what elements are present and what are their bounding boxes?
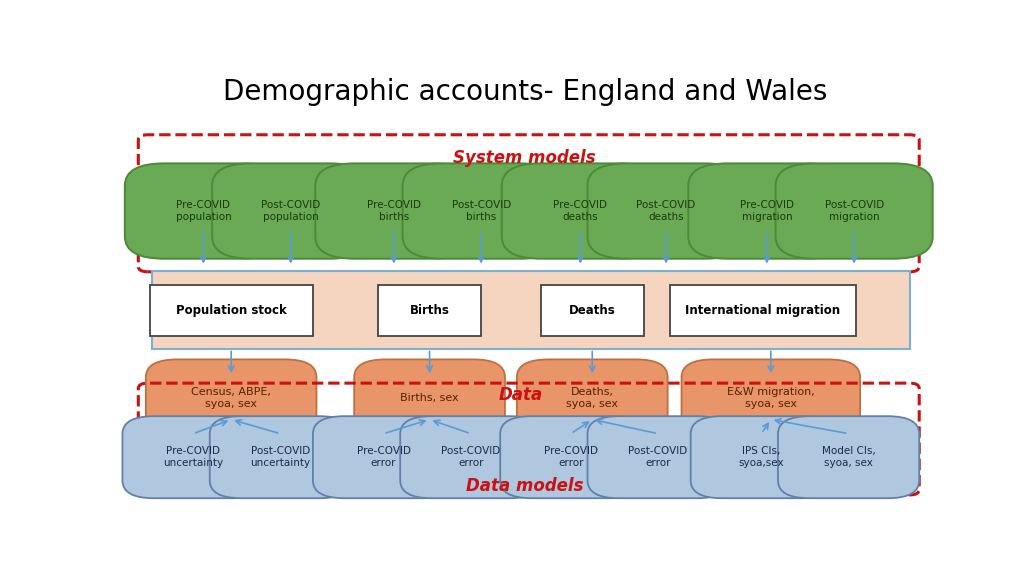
FancyBboxPatch shape [588, 164, 744, 259]
FancyBboxPatch shape [400, 416, 542, 498]
Text: Pre-COVID
error: Pre-COVID error [544, 446, 598, 468]
Text: Deaths,
syoa, sex: Deaths, syoa, sex [566, 388, 618, 409]
Text: E&W migration,
syoa, sex: E&W migration, syoa, sex [727, 388, 815, 409]
Text: Post-COVID
uncertainty: Post-COVID uncertainty [250, 446, 310, 468]
Text: Pre-COVID
error: Pre-COVID error [356, 446, 411, 468]
Text: Pre-COVID
uncertainty: Pre-COVID uncertainty [163, 446, 223, 468]
Text: Pre-COVID
population: Pre-COVID population [175, 200, 231, 222]
FancyBboxPatch shape [313, 416, 455, 498]
FancyBboxPatch shape [688, 164, 846, 259]
Text: Population stock: Population stock [176, 304, 287, 317]
Text: Pre-COVID
deaths: Pre-COVID deaths [553, 200, 607, 222]
Text: System models: System models [454, 149, 596, 167]
FancyBboxPatch shape [588, 416, 729, 498]
Text: Post-COVID
migration: Post-COVID migration [824, 200, 884, 222]
Text: Births, sex: Births, sex [400, 393, 459, 403]
Text: Pre-COVID
births: Pre-COVID births [367, 200, 421, 222]
FancyBboxPatch shape [150, 285, 312, 336]
FancyBboxPatch shape [541, 285, 644, 336]
FancyBboxPatch shape [778, 416, 920, 498]
Text: Deaths: Deaths [569, 304, 615, 317]
Text: Demographic accounts- England and Wales: Demographic accounts- England and Wales [222, 78, 827, 106]
FancyBboxPatch shape [123, 416, 264, 498]
FancyBboxPatch shape [670, 285, 856, 336]
FancyBboxPatch shape [378, 285, 481, 336]
FancyBboxPatch shape [502, 164, 658, 259]
FancyBboxPatch shape [145, 359, 316, 437]
Text: Pre-COVID
migration: Pre-COVID migration [740, 200, 794, 222]
FancyBboxPatch shape [690, 416, 831, 498]
Text: Data models: Data models [466, 477, 584, 495]
FancyBboxPatch shape [125, 164, 282, 259]
Text: Post-COVID
births: Post-COVID births [452, 200, 511, 222]
FancyBboxPatch shape [354, 359, 505, 437]
Text: International migration: International migration [685, 304, 841, 317]
FancyBboxPatch shape [210, 416, 351, 498]
Text: Census, ABPE,
syoa, sex: Census, ABPE, syoa, sex [191, 388, 271, 409]
Text: Post-COVID
error: Post-COVID error [441, 446, 501, 468]
FancyBboxPatch shape [315, 164, 472, 259]
FancyBboxPatch shape [212, 164, 370, 259]
FancyBboxPatch shape [775, 164, 933, 259]
FancyBboxPatch shape [517, 359, 668, 437]
Text: Post-COVID
deaths: Post-COVID deaths [637, 200, 695, 222]
Text: Model CIs,
syoa, sex: Model CIs, syoa, sex [821, 446, 876, 468]
FancyBboxPatch shape [682, 359, 860, 437]
Text: Post-COVID
error: Post-COVID error [629, 446, 688, 468]
FancyBboxPatch shape [500, 416, 641, 498]
Text: Births: Births [410, 304, 450, 317]
Text: IPS CIs,
syoa,sex: IPS CIs, syoa,sex [738, 446, 784, 468]
FancyBboxPatch shape [152, 271, 909, 348]
Text: Post-COVID
population: Post-COVID population [261, 200, 321, 222]
Text: Data: Data [499, 386, 543, 404]
FancyBboxPatch shape [402, 164, 560, 259]
